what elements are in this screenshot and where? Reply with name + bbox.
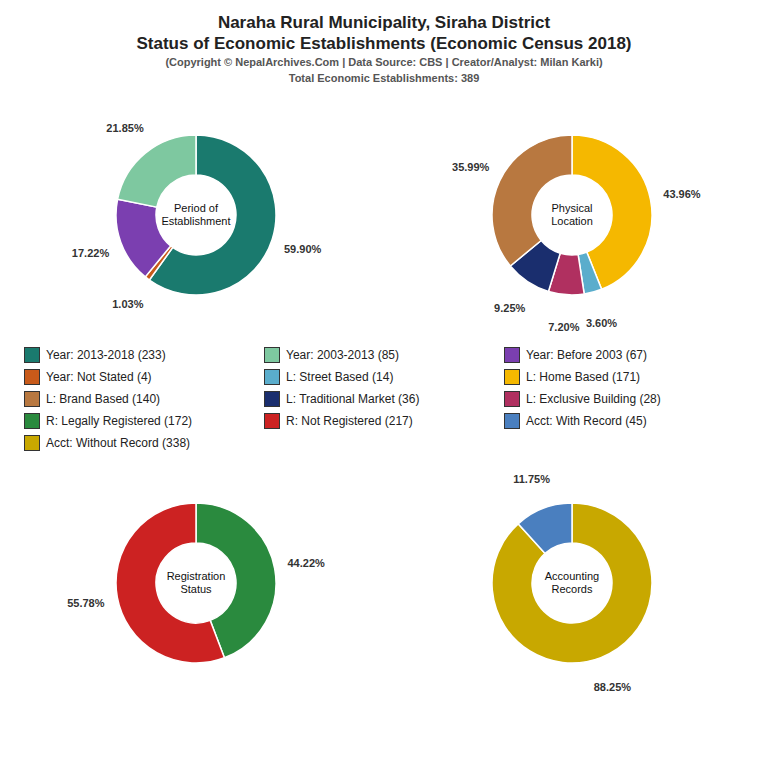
html-text:(Copyright © NepalArchives.Com: (Copyright © NepalArchives.Com | Data So…	[165, 56, 603, 68]
svg-text:21.85%: 21.85%	[106, 122, 144, 134]
svg-text:17.22%: 17.22%	[72, 247, 110, 259]
html-text:L: Brand Based (140): L: Brand Based (140)	[46, 392, 161, 406]
html-text:Year: 2013-2018 (233): Year: 2013-2018 (233)	[46, 348, 166, 362]
html-text:Acct: Without Record (338): Acct: Without Record (338)	[46, 436, 191, 450]
svg-text:55.78%: 55.78%	[67, 597, 105, 609]
html-text:R: Not Registered (217): R: Not Registered (217)	[286, 414, 413, 428]
html-text:R: Legally Registered (172): R: Legally Registered (172)	[46, 414, 193, 428]
html-text:Year: Before 2003 (67): Year: Before 2003 (67)	[526, 348, 647, 362]
html-text:Physical Location: Physical Location	[551, 202, 593, 227]
svg-text:1.03%: 1.03%	[112, 298, 143, 310]
html-text:Status of Economic Establishme: Status of Economic Establishments (Econo…	[136, 34, 632, 53]
html-text:Naraha Rural Municipality, Sir: Naraha Rural Municipality, Siraha Distri…	[217, 13, 551, 32]
svg-text:88.25%: 88.25%	[594, 681, 632, 693]
html-text:Year: 2003-2013 (85): Year: 2003-2013 (85)	[286, 348, 399, 362]
svg-text:7.20%: 7.20%	[548, 321, 579, 333]
svg-text:35.99%: 35.99%	[452, 161, 490, 173]
html-text:Accounting Records: Accounting Records	[544, 570, 600, 595]
svg-text:3.60%: 3.60%	[586, 317, 617, 329]
svg-text:11.75%: 11.75%	[513, 473, 550, 485]
html-text:L: Traditional Market (36): L: Traditional Market (36)	[286, 392, 420, 406]
html-text:Period of Establishment: Period of Establishment	[161, 202, 231, 227]
svg-text:44.22%: 44.22%	[288, 557, 326, 569]
html-text:L: Exclusive Building (28): L: Exclusive Building (28)	[526, 392, 661, 406]
html-text:Total Economic Establishments:: Total Economic Establishments: 389	[288, 72, 480, 84]
html-text:L: Street Based (14): L: Street Based (14)	[286, 370, 394, 384]
html-text:Year: Not Stated (4): Year: Not Stated (4)	[46, 370, 152, 384]
svg-text:59.90%: 59.90%	[284, 243, 322, 255]
html-text:Registration Status: Registration Status	[166, 570, 226, 595]
svg-text:43.96%: 43.96%	[663, 188, 701, 200]
html-text:Acct: With Record (45): Acct: With Record (45)	[526, 414, 647, 428]
svg-text:9.25%: 9.25%	[494, 302, 525, 314]
html-text:L: Home Based (171): L: Home Based (171)	[526, 370, 641, 384]
